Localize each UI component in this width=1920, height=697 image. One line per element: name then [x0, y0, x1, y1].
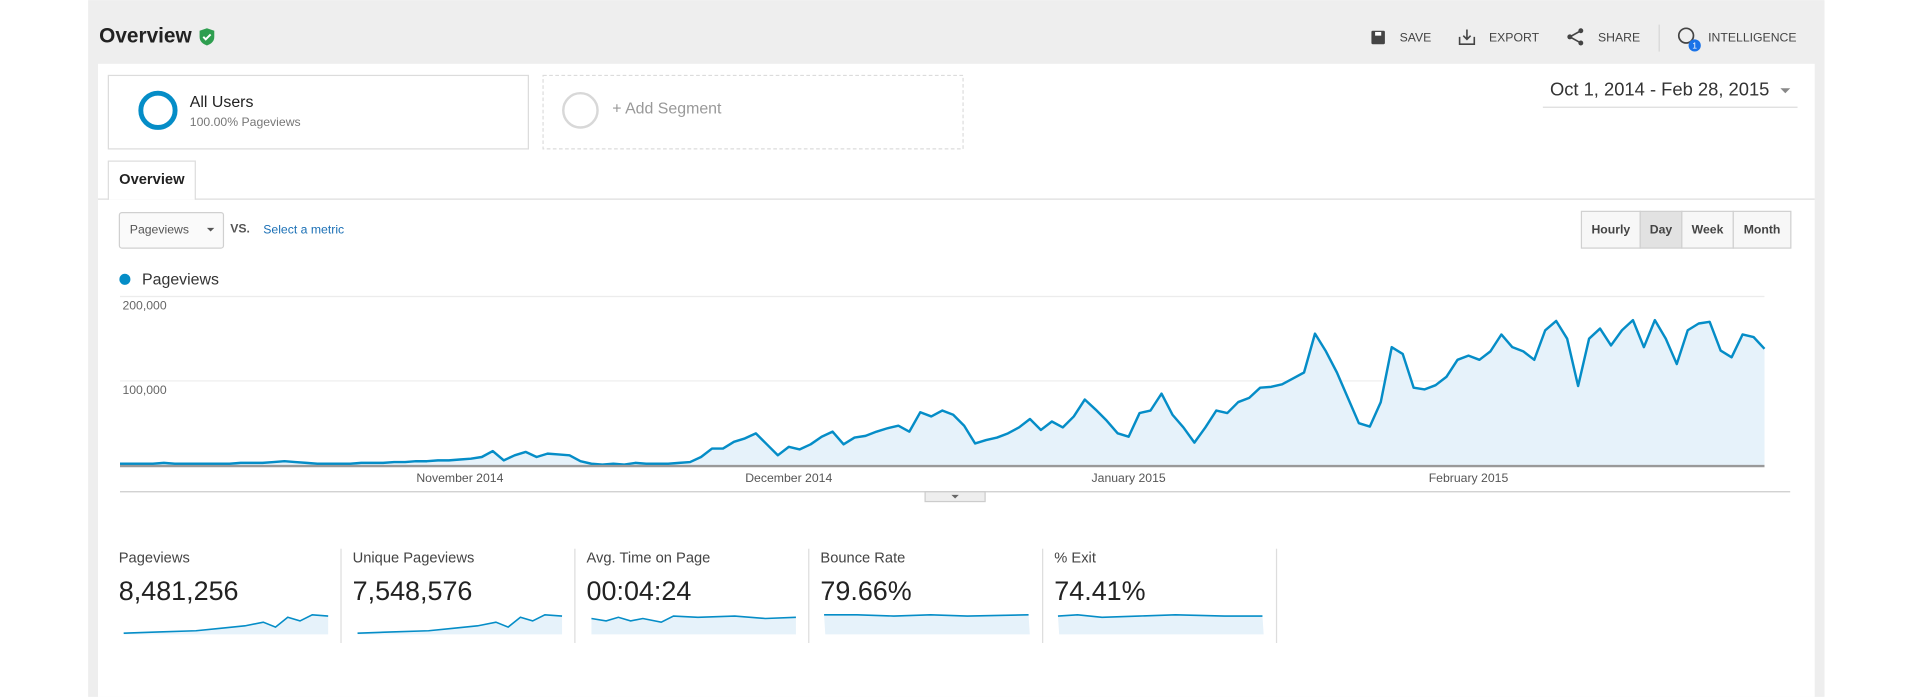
granularity-button[interactable]: Month — [1732, 210, 1792, 249]
export-button[interactable]: EXPORT — [1458, 29, 1540, 46]
y-tick-label: 200,000 — [122, 298, 166, 312]
x-tick-label: February 2015 — [1429, 471, 1509, 485]
tab-label: Overview — [119, 172, 185, 188]
add-segment-label: + Add Segment — [612, 100, 722, 117]
segment-circle — [138, 90, 178, 130]
export-icon — [1458, 29, 1476, 46]
scorecard-value: 7,548,576 — [353, 576, 473, 606]
granularity-button[interactable]: Day — [1639, 210, 1683, 249]
scorecard[interactable]: % Exit 74.41% — [1054, 550, 1264, 635]
x-tick-label: January 2015 — [1092, 471, 1166, 485]
segment-all-users[interactable]: All Users 100.00% Pageviews — [107, 74, 529, 150]
add-segment[interactable]: + Add Segment — [542, 74, 964, 150]
date-range: Oct 1, 2014 - Feb 28, 2015 — [1550, 79, 1769, 100]
date-range-picker[interactable]: Oct 1, 2014 - Feb 28, 2015 — [1542, 79, 1798, 108]
granularity-button[interactable]: Hourly — [1580, 210, 1641, 249]
line — [120, 318, 1766, 466]
verified-check — [202, 33, 212, 41]
overview-tab[interactable]: Overview — [107, 160, 196, 200]
collapse-caret — [951, 494, 959, 499]
page-title: Overview — [99, 24, 192, 47]
tab-box — [107, 160, 196, 200]
button-box — [1732, 210, 1792, 249]
scorecard[interactable]: Bounce Rate 79.66% — [820, 550, 1030, 635]
legend-marker — [119, 273, 131, 285]
intelligence-label: INTELLIGENCE — [1708, 30, 1796, 44]
button-label: Week — [1692, 223, 1724, 237]
x-tick-label: December 2014 — [745, 471, 832, 485]
save-button[interactable]: SAVE — [1371, 30, 1431, 44]
date-caret — [1780, 88, 1791, 94]
chart: 100,000 200,000 November 2014 December 2014… — [120, 295, 1766, 485]
sparkline-area — [357, 614, 563, 635]
button-label: Day — [1650, 223, 1673, 237]
scorecard-value: 74.41% — [1054, 576, 1145, 606]
scorecard-value: 8,481,256 — [119, 576, 239, 606]
y-tick-label: 100,000 — [122, 383, 166, 397]
button-label: Month — [1744, 223, 1781, 237]
sparkline — [591, 615, 796, 624]
scorecard-value: 00:04:24 — [587, 576, 692, 606]
share-dot — [1578, 28, 1584, 34]
intelligence-icon — [1677, 27, 1695, 44]
intelligence-button[interactable]: 1 INTELLIGENCE — [1677, 27, 1797, 52]
scorecard-label: Avg. Time on Page — [587, 550, 711, 566]
segment-detail: 100.00% Pageviews — [190, 115, 301, 129]
intelligence-badge — [1688, 39, 1701, 52]
sparkline-area — [1057, 614, 1264, 635]
segment-name: All Users — [190, 94, 254, 111]
scorecard-label: Pageviews — [119, 550, 190, 566]
segment-box — [107, 74, 529, 150]
button-box — [1681, 210, 1734, 249]
scorecard-label: Bounce Rate — [820, 550, 905, 566]
select-metric-link[interactable]: Select a metric — [263, 223, 344, 237]
scorecard-label: % Exit — [1054, 550, 1096, 566]
button-box — [1580, 210, 1641, 249]
scorecard[interactable]: Unique Pageviews 7,548,576 — [353, 550, 563, 635]
select-box — [118, 211, 225, 249]
area — [120, 320, 1765, 466]
sparkline — [357, 614, 563, 634]
sparkline — [1057, 614, 1263, 619]
share-button[interactable]: SHARE — [1567, 28, 1640, 46]
save-icon — [1371, 30, 1385, 45]
add-segment-circle — [562, 91, 599, 129]
sparkline-area — [824, 614, 1030, 635]
scorecard-label: Unique Pageviews — [353, 550, 475, 566]
share-label: SHARE — [1598, 30, 1640, 44]
save-icon-detail — [1375, 31, 1382, 36]
metric-select[interactable]: Pageviews — [118, 211, 225, 249]
select-caret — [206, 227, 215, 232]
select-value: Pageviews — [130, 223, 189, 237]
scorecard-value: 79.66% — [820, 576, 911, 606]
badge-count: 1 — [1692, 40, 1697, 50]
scorecard[interactable]: Avg. Time on Page 00:04:24 — [587, 550, 796, 635]
scorecards: Pageviews 8,481,256 Unique Pageviews 7,548,… — [119, 548, 1278, 643]
share-dot — [1567, 34, 1573, 40]
legend-label: Pageviews — [142, 272, 219, 289]
sparkline — [123, 614, 329, 634]
scorecard[interactable]: Pageviews 8,481,256 — [119, 550, 329, 635]
sparkline-area — [591, 616, 796, 635]
x-tick-label: November 2014 — [416, 471, 503, 485]
export-label: EXPORT — [1489, 30, 1540, 44]
vs-label: VS. — [230, 221, 250, 235]
sparkline — [824, 614, 1029, 617]
granularity-button[interactable]: Week — [1681, 210, 1734, 249]
sparkline-area — [123, 614, 329, 635]
granularity-group: Hourly Day Week Month — [1580, 210, 1792, 249]
add-segment-box — [542, 74, 964, 150]
save-label: SAVE — [1400, 30, 1432, 44]
share-dot — [1578, 40, 1584, 46]
button-label: Hourly — [1591, 223, 1630, 237]
